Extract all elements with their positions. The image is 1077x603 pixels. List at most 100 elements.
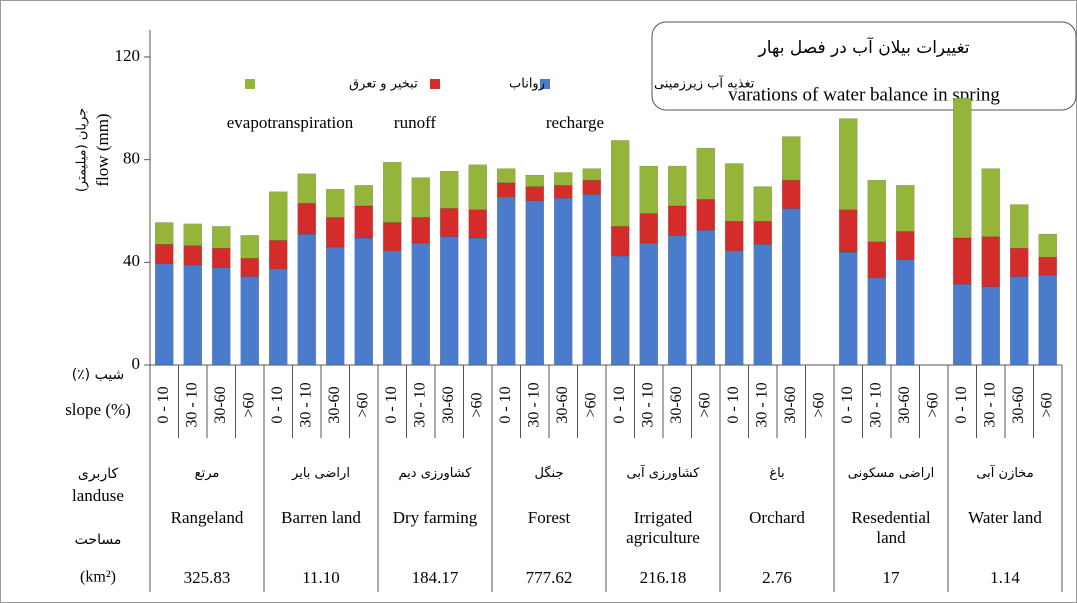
bar-segment — [468, 237, 487, 366]
landuse-name-en: Rangeland — [170, 508, 244, 527]
bar-segment — [896, 259, 915, 366]
legend-label-en: runoff — [394, 113, 437, 132]
x-tick-label: 30 - 10 — [981, 382, 998, 427]
bar-segment — [240, 235, 259, 259]
x-tick-label: 30-60 — [782, 386, 799, 423]
bar-segment — [582, 179, 601, 195]
x-tick-label: >60 — [468, 392, 485, 417]
bar-segment — [354, 237, 373, 366]
x-tick-label: 0 - 10 — [953, 386, 970, 423]
x-tick-label: 30-60 — [326, 386, 343, 423]
bar-segment — [554, 185, 573, 199]
x-tick-label: 0 - 10 — [383, 386, 400, 423]
bar-segment — [639, 165, 658, 214]
landuse-name-fa: اراضی بایر — [292, 466, 350, 481]
bar-segment — [411, 242, 430, 366]
bar-segment — [611, 140, 630, 227]
bar-segment — [582, 194, 601, 366]
landuse-name-fa: اراضی مسکونی — [847, 466, 935, 481]
bar-segment — [354, 185, 373, 207]
bar-segment — [554, 197, 573, 366]
bar-segment — [383, 161, 402, 223]
landuse-name-en: Orchard — [749, 508, 805, 527]
bar-segment — [497, 168, 516, 184]
bar-segment — [953, 283, 972, 366]
x-tick-label: 30-60 — [1010, 386, 1027, 423]
slope-label-fa: شیب (٪) — [72, 367, 125, 383]
x-tick-label: 30-60 — [440, 386, 457, 423]
bar-segment — [240, 258, 259, 277]
bar-segment — [497, 196, 516, 366]
bar-segment — [1010, 204, 1029, 249]
legend-swatch — [245, 79, 255, 89]
landuse-area: 2.76 — [762, 568, 792, 587]
legend-label: تبخیر و تعرق — [349, 77, 418, 92]
y-label-en: flow (mm) — [93, 113, 112, 186]
y-tick-label: 0 — [132, 354, 141, 373]
landuse-name-en: Dry farming — [392, 508, 478, 527]
landuse-area: 1.14 — [990, 568, 1020, 587]
x-tick-label: 0 - 10 — [497, 386, 514, 423]
x-tick-label: 0 - 10 — [725, 386, 742, 423]
bar-segment — [326, 188, 345, 218]
landuse-name-en: Forest — [527, 508, 571, 527]
x-tick-label: 30-60 — [212, 386, 229, 423]
bar-segment — [269, 268, 288, 366]
x-tick-label: 30 - 10 — [525, 382, 542, 427]
bar-segment — [896, 231, 915, 261]
bar-segment — [639, 242, 658, 366]
bar-segment — [696, 230, 715, 366]
bar-segment — [668, 165, 687, 207]
area-label-en: (km²) — [80, 569, 116, 586]
y-tick-label: 120 — [115, 46, 141, 65]
bar-segment — [839, 209, 858, 253]
landuse-label-en: landuse — [72, 486, 124, 505]
bar-segment — [212, 226, 231, 249]
bar-segment — [525, 200, 544, 366]
bar-segment — [411, 217, 430, 244]
landuse-area: 184.17 — [411, 568, 459, 587]
landuse-name-fa: مرتع — [194, 466, 220, 481]
x-tick-label: >60 — [582, 392, 599, 417]
landuse-name-en: Resedential land — [851, 508, 931, 547]
x-tick-label: 0 - 10 — [155, 386, 172, 423]
bar-segment — [981, 286, 1000, 366]
bar-segment — [383, 222, 402, 252]
bar-segment — [440, 208, 459, 237]
bar-segment — [212, 267, 231, 366]
bar-segment — [782, 136, 801, 181]
x-tick-label: 0 - 10 — [269, 386, 286, 423]
landuse-area: 17 — [882, 568, 900, 587]
bar-segment — [468, 164, 487, 210]
landuse-name-fa: کشاورزی دیم — [398, 466, 472, 481]
bar-segment — [155, 263, 174, 366]
legend-label: تغذیه آب زیرزمینی — [654, 75, 755, 92]
legend-label: رواناب — [509, 77, 545, 92]
bar-segment — [668, 205, 687, 236]
bar-segment — [1038, 233, 1057, 258]
bar-segment — [896, 185, 915, 232]
x-tick-label: 30-60 — [896, 386, 913, 423]
bar-segment — [611, 226, 630, 257]
x-tick-label: 30 - 10 — [411, 382, 428, 427]
bar-segment — [981, 236, 1000, 287]
area-label-fa: مساحت — [75, 532, 122, 548]
bar-segment — [611, 255, 630, 366]
bar-segment — [668, 235, 687, 366]
title-en: varations of water balance in spring — [728, 84, 1000, 105]
bar-segment — [1038, 256, 1057, 276]
x-tick-label: 30 - 10 — [753, 382, 770, 427]
bar-segment — [867, 277, 886, 366]
x-tick-label: >60 — [354, 392, 371, 417]
legend-swatch — [540, 79, 550, 89]
bar-segment — [839, 118, 858, 210]
landuse-name-fa: کشاورزی آبی — [626, 466, 700, 481]
y-label-fa: جریان (میلیمتر) — [75, 108, 90, 192]
bar-segment — [383, 250, 402, 366]
bar-segment — [1038, 274, 1057, 366]
x-tick-label: >60 — [240, 392, 257, 417]
slope-label-en: slope (%) — [65, 400, 131, 419]
bar-segment — [725, 250, 744, 366]
landuse-name-en: Irrigated agriculture — [626, 508, 700, 547]
bar-segment — [269, 191, 288, 241]
